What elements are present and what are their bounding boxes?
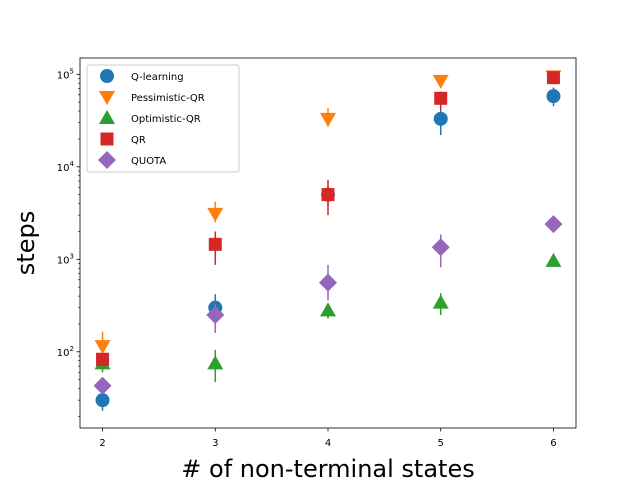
- legend: Q-learning Pessimistic-QR Optimistic-QR QR Q…: [86, 64, 240, 173]
- y-axis-ticks: 102 103 104 105: [57, 67, 80, 417]
- data-point: [433, 111, 448, 126]
- y-tick-label: 103: [57, 252, 74, 266]
- data-point: [94, 340, 111, 355]
- data-point: [321, 188, 335, 202]
- data-point: [95, 393, 110, 408]
- y-tick-label: 105: [57, 67, 74, 81]
- data-point: [431, 238, 450, 257]
- y-tick-label: 102: [57, 345, 74, 359]
- legend-label: Optimistic-QR: [131, 114, 201, 125]
- legend-label: Pessimistic-QR: [131, 93, 205, 104]
- data-point: [432, 294, 449, 309]
- legend-label: Q-learning: [131, 72, 184, 83]
- x-tick-label: 3: [212, 438, 218, 449]
- data-point: [206, 305, 225, 324]
- y-tick-label: 104: [57, 160, 75, 174]
- x-tick-label: 4: [325, 438, 331, 449]
- series-qr: [96, 71, 560, 367]
- data-point: [432, 74, 449, 89]
- legend-box: [86, 64, 240, 173]
- legend-marker: [100, 132, 114, 146]
- legend-marker: [100, 69, 114, 83]
- data-point: [546, 89, 561, 104]
- data-point: [546, 71, 560, 85]
- data-point: [93, 376, 112, 395]
- data-point: [319, 273, 337, 292]
- data-point: [96, 352, 110, 366]
- x-tick-label: 6: [550, 438, 556, 449]
- x-axis-label: # of non-terminal states: [181, 455, 474, 480]
- data-point: [208, 237, 222, 251]
- y-axis-label: steps: [12, 211, 40, 275]
- data-point: [207, 207, 224, 222]
- x-tick-label: 2: [99, 438, 105, 449]
- legend-marker: [98, 151, 116, 169]
- data-marks: [93, 70, 563, 411]
- data-point: [320, 302, 336, 317]
- series-quota: [93, 215, 563, 395]
- data-point: [207, 355, 224, 370]
- data-point: [434, 91, 448, 105]
- legend-label: QUOTA: [131, 156, 166, 167]
- data-point: [545, 252, 562, 267]
- series-optimistic-qr: [94, 252, 562, 383]
- x-tick-label: 5: [438, 438, 444, 449]
- legend-marker: [99, 110, 115, 124]
- x-axis-ticks: 2 3 4 5 6: [99, 428, 557, 449]
- legend-marker: [99, 91, 115, 105]
- data-point: [544, 215, 563, 234]
- legend-label: QR: [131, 135, 146, 146]
- data-point: [320, 112, 336, 127]
